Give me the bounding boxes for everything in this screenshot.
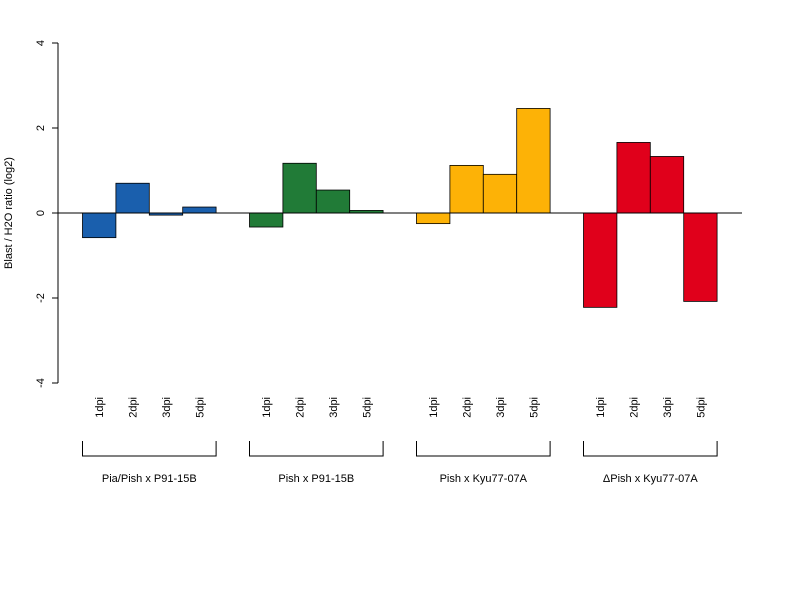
category-label: 2dpi <box>462 397 474 418</box>
bar <box>416 212 451 225</box>
group-label: Pish x Kyu77-07A <box>440 473 528 485</box>
group-bracket <box>583 441 718 457</box>
category-label: 2dpi <box>295 397 307 418</box>
category-label: 1dpi <box>94 397 106 418</box>
bar <box>616 142 651 214</box>
y-tick-label: 0 <box>35 210 47 216</box>
group-bracket <box>82 441 217 457</box>
bar <box>315 189 351 214</box>
bar <box>249 212 284 228</box>
bar <box>282 162 317 214</box>
bar <box>649 156 685 214</box>
category-label: 5dpi <box>361 397 373 418</box>
y-tick-label: -2 <box>35 293 47 303</box>
category-labels: 1dpi 2dpi 3dpi 5dpi 1dpi 2dpi 3dpi 5dpi 1dpi 2dpi… <box>94 397 707 418</box>
group-label: ΔPish x Kyu77-07A <box>603 473 698 485</box>
y-axis-label: Blast / H2O ratio (log2) <box>3 157 15 269</box>
group-label: Pia/Pish x P91-15B <box>102 473 197 485</box>
category-label: 5dpi <box>695 397 707 418</box>
bar <box>583 212 618 308</box>
y-axis: -4 -2 0 2 4 <box>35 40 59 388</box>
category-label: 3dpi <box>328 397 340 418</box>
group-label: Pish x P91-15B <box>278 473 354 485</box>
category-label: 2dpi <box>128 397 140 418</box>
bar <box>683 212 718 302</box>
bar <box>182 206 217 214</box>
category-label: 3dpi <box>662 397 674 418</box>
category-label: 1dpi <box>428 397 440 418</box>
bar <box>82 212 117 239</box>
bars <box>82 108 718 308</box>
y-tick-label: -4 <box>35 378 47 388</box>
category-label: 5dpi <box>528 397 540 418</box>
bar <box>115 182 150 214</box>
category-label: 3dpi <box>161 397 173 418</box>
y-tick-label: 2 <box>35 125 47 131</box>
y-tick-label: 4 <box>35 40 47 46</box>
bar <box>516 108 551 214</box>
category-label: 1dpi <box>261 397 273 418</box>
category-label: 1dpi <box>595 397 607 418</box>
category-label: 3dpi <box>495 397 507 418</box>
bar <box>449 164 484 214</box>
category-label: 2dpi <box>629 397 641 418</box>
bar <box>482 173 518 214</box>
group-brackets: Pia/Pish x P91-15B Pish x P91-15B Pish x K… <box>82 441 718 485</box>
category-label: 5dpi <box>194 397 206 418</box>
group-bracket <box>416 441 551 457</box>
group-bracket <box>249 441 384 457</box>
